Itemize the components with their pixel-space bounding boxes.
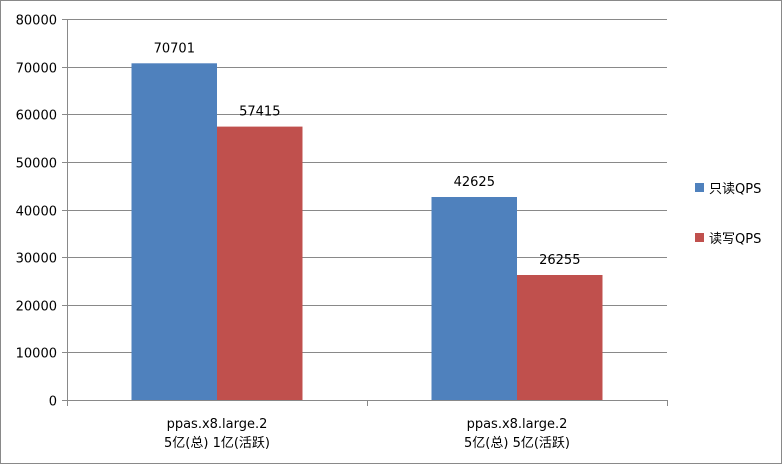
bar bbox=[431, 197, 517, 400]
x-category-label: 5亿(总) 1亿(活跃) bbox=[164, 436, 270, 451]
data-label: 26255 bbox=[539, 253, 580, 268]
y-tick-label: 20000 bbox=[16, 300, 57, 315]
y-tick-label: 80000 bbox=[16, 14, 57, 29]
y-tick-label: 50000 bbox=[16, 157, 57, 172]
data-label: 70701 bbox=[154, 41, 195, 56]
x-category-label: ppas.x8.large.2 bbox=[167, 417, 268, 432]
legend-label: 只读QPS bbox=[709, 182, 761, 197]
data-label: 42625 bbox=[454, 175, 495, 190]
x-category-label: 5亿(总) 5亿(活跃) bbox=[464, 436, 570, 451]
bar bbox=[517, 275, 603, 400]
y-tick-label: 40000 bbox=[16, 205, 57, 220]
y-tick-label: 10000 bbox=[16, 347, 57, 362]
legend-swatch bbox=[695, 183, 704, 192]
bar bbox=[131, 63, 217, 401]
y-tick-label: 70000 bbox=[16, 62, 57, 77]
bar bbox=[217, 126, 303, 400]
x-category-label: ppas.x8.large.2 bbox=[467, 417, 568, 432]
y-tick-label: 60000 bbox=[16, 109, 57, 124]
y-tick-label: 30000 bbox=[16, 252, 57, 267]
legend-swatch bbox=[695, 233, 704, 242]
data-label: 57415 bbox=[239, 105, 280, 120]
legend-label: 读写QPS bbox=[709, 232, 761, 247]
y-tick-label: 0 bbox=[49, 395, 57, 410]
